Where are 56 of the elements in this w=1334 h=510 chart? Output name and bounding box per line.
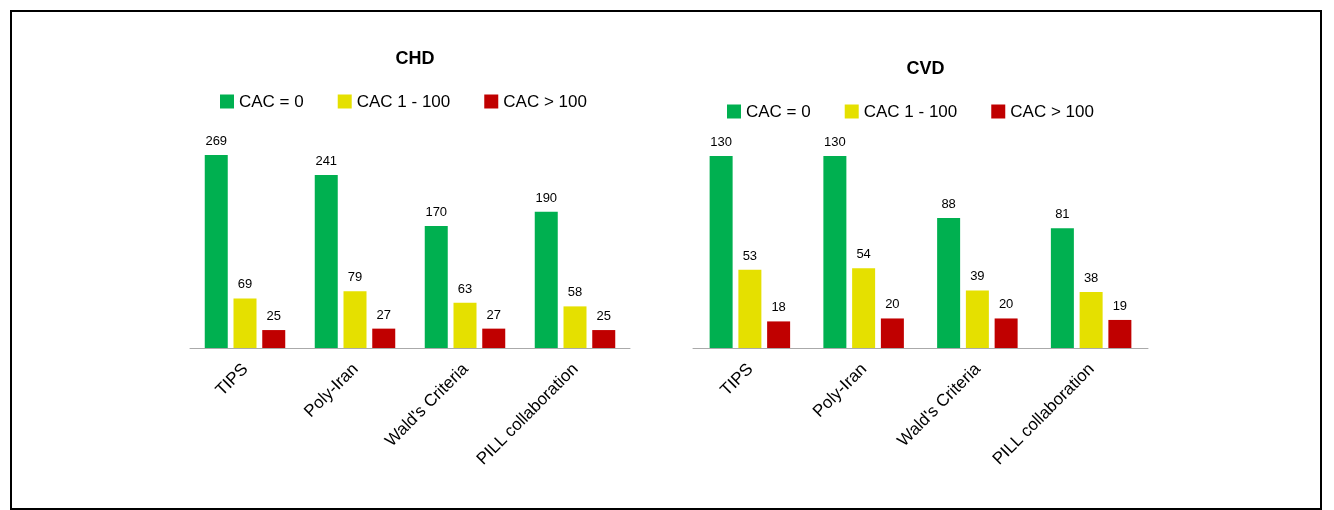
bar: [534, 211, 558, 348]
bar: [233, 298, 257, 348]
bar: [314, 175, 338, 348]
bar: [709, 156, 733, 348]
legend-label: CAC = 0: [239, 92, 304, 111]
legend-label: CAC 1 - 100: [863, 102, 958, 121]
bar: [937, 218, 961, 348]
bar: [767, 321, 791, 348]
data-label: 63: [457, 280, 473, 296]
bar: [592, 330, 616, 348]
bar: [563, 306, 587, 348]
bar: [482, 328, 506, 348]
data-label: 269: [205, 133, 228, 148]
bar: [1050, 228, 1074, 348]
bar: [738, 269, 762, 348]
data-label: 20: [885, 296, 900, 312]
bar: [343, 291, 367, 348]
data-label: 190: [535, 189, 558, 205]
data-label: 53: [742, 247, 758, 263]
bar: [852, 268, 876, 348]
chart-title: CVD: [906, 58, 945, 78]
bar: [453, 302, 477, 348]
data-label: 19: [1112, 297, 1128, 313]
data-label: 170: [425, 204, 448, 220]
data-label: 25: [266, 308, 281, 324]
bar: [204, 155, 228, 348]
bar: [880, 318, 904, 348]
data-label: 27: [486, 306, 501, 322]
bar: [1079, 291, 1103, 348]
data-label: 54: [856, 246, 871, 262]
bar: [372, 328, 396, 348]
data-label: 18: [771, 299, 786, 315]
legend-label: CAC = 0: [746, 102, 811, 121]
bar: [424, 226, 448, 348]
bar: [1108, 319, 1132, 348]
bar: [823, 156, 847, 348]
data-label: 81: [1055, 206, 1070, 222]
data-label: 79: [347, 269, 363, 285]
bar: [994, 318, 1018, 348]
data-label: 58: [567, 284, 583, 300]
legend-label: CAC > 100: [503, 92, 587, 111]
bar: [965, 290, 989, 348]
data-label: 241: [315, 153, 338, 169]
data-label: 69: [237, 276, 253, 292]
data-label: 38: [1083, 269, 1099, 285]
legend-label: CAC 1 - 100: [356, 92, 451, 111]
legend-label: CAC > 100: [1010, 102, 1094, 121]
data-label: 130: [824, 134, 846, 149]
data-label: 20: [998, 296, 1014, 312]
data-label: 88: [941, 196, 956, 212]
data-label: 130: [710, 134, 732, 149]
bar: [262, 330, 286, 348]
chart-title: CHD: [395, 48, 435, 68]
data-label: 39: [970, 268, 985, 284]
data-label: 25: [596, 308, 611, 324]
data-label: 27: [376, 306, 391, 322]
